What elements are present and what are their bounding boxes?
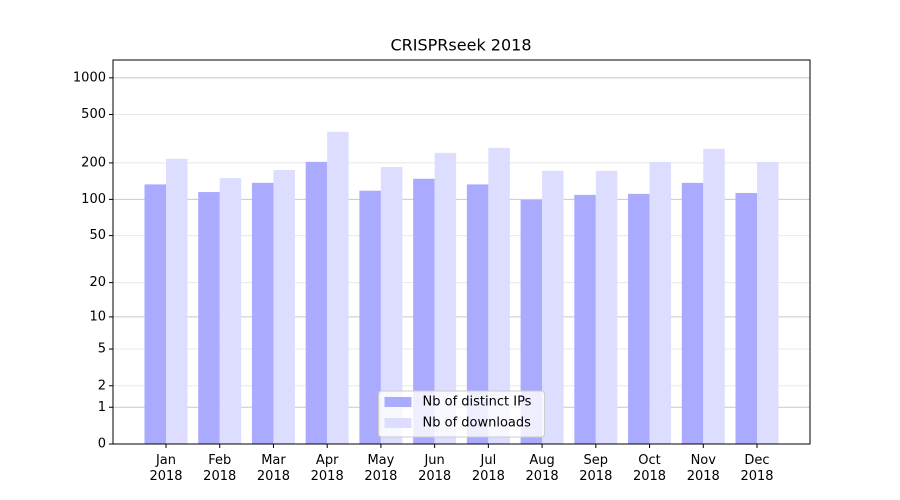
bar (359, 190, 381, 444)
bar (434, 152, 457, 445)
plot-frame (112, 59, 811, 445)
bar (219, 178, 242, 444)
bar (542, 170, 564, 444)
bar (703, 148, 725, 444)
x-tick-label: Jun 2018 (418, 453, 452, 484)
x-tick-label: Mar 2018 (256, 453, 290, 484)
bar (198, 192, 220, 444)
y-tick-label: 0 (98, 437, 106, 452)
bar (488, 147, 510, 444)
bar (520, 199, 543, 444)
y-tick-label: 50 (89, 228, 106, 243)
x-tick-label: Dec 2018 (740, 453, 774, 484)
y-tick-label: 2 (98, 378, 106, 393)
legend-box (378, 390, 545, 438)
bar (144, 184, 166, 444)
bar (251, 182, 274, 444)
x-tick-label: Nov 2018 (686, 453, 720, 484)
chart-title: CRISPRseek 2018 (390, 36, 531, 55)
x-tick-label: Oct 2018 (632, 453, 667, 484)
bar (595, 170, 618, 444)
legend-label: Nb of distinct IPs (423, 395, 532, 410)
y-tick-label: 1000 (73, 70, 106, 85)
bar (628, 193, 650, 444)
legend-swatch (384, 418, 412, 428)
y-tick-label: 1 (98, 400, 106, 415)
bar (466, 184, 489, 444)
bar (166, 158, 188, 445)
y-tick-label: 500 (81, 107, 106, 122)
bar (757, 161, 779, 444)
x-tick-label: May 2018 (364, 453, 398, 484)
y-tick-label: 5 (98, 342, 106, 357)
bar (649, 161, 672, 444)
bar (681, 182, 704, 444)
bar (574, 194, 596, 444)
x-tick-label: Apr 2018 (310, 453, 344, 484)
x-tick-label: Jan 2018 (149, 453, 183, 484)
bar (380, 167, 403, 444)
y-tick-label: 20 (89, 275, 106, 290)
bar (327, 131, 349, 444)
x-tick-label: Jul 2018 (471, 453, 505, 484)
bar (305, 161, 328, 444)
legend: Nb of distinct IPs Nb of downloads (378, 390, 545, 438)
y-tick-label: 200 (81, 155, 106, 170)
bar (735, 192, 757, 444)
x-tick-label: Aug 2018 (525, 453, 559, 484)
x-tick-label: Sep 2018 (579, 453, 613, 484)
y-tick-label: 10 (89, 309, 106, 324)
bar (413, 178, 435, 444)
legend-label: Nb of downloads (423, 416, 532, 431)
y-tick-label: 100 (81, 192, 106, 207)
legend-swatch (384, 397, 412, 407)
bar (273, 169, 295, 445)
x-tick-label: Feb 2018 (203, 453, 237, 484)
